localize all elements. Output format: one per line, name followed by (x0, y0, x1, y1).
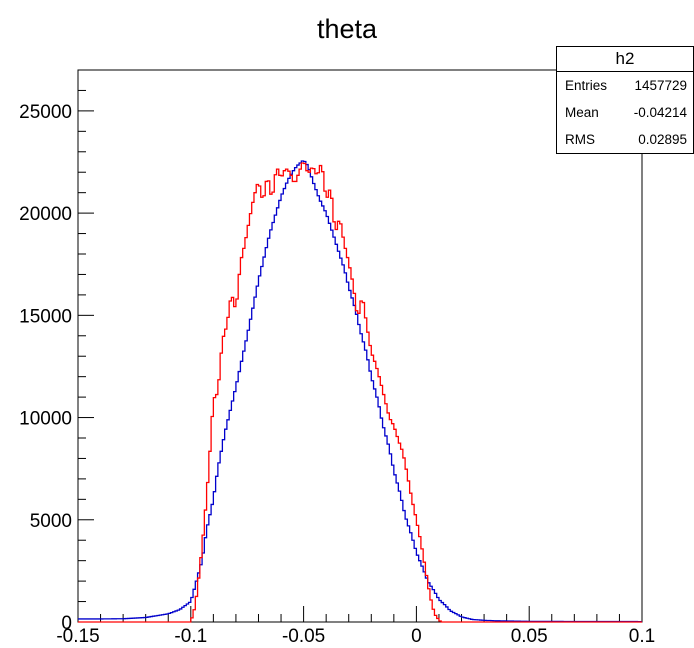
y-tick-label: 20000 (19, 204, 72, 225)
x-tick-label: 0 (411, 626, 422, 647)
histogram-series-2 (78, 162, 642, 623)
chart-title: theta (316, 14, 378, 44)
stats-row-rms: RMS 0.02895 (557, 126, 693, 153)
stats-value: 1457729 (634, 78, 687, 93)
stats-row-mean: Mean -0.04214 (557, 99, 693, 126)
x-axis: -0.15 -0.1 -0.05 0 0.05 0.1 (56, 606, 655, 647)
x-tick-label: -0.15 (56, 626, 99, 647)
stats-box-title: h2 (557, 47, 693, 72)
stats-row-entries: Entries 1457729 (557, 72, 693, 99)
stats-value: 0.02895 (638, 132, 687, 147)
histogram-series-1 (78, 160, 642, 623)
x-tick-label: -0.05 (282, 626, 325, 647)
y-tick-label: 15000 (19, 306, 72, 327)
y-axis: 0 5000 10000 15000 20000 25000 (19, 69, 94, 634)
x-tick-label: 0.1 (629, 626, 655, 647)
stats-label: Entries (565, 78, 608, 93)
histogram-series (78, 160, 642, 623)
y-tick-label: 10000 (19, 409, 72, 430)
y-tick-label: 0 (61, 613, 72, 634)
x-tick-label: 0.05 (511, 626, 548, 647)
y-tick-label: 5000 (30, 511, 72, 532)
x-tick-label: -0.1 (174, 626, 207, 647)
stats-label: RMS (565, 132, 595, 147)
stats-value: -0.04214 (633, 105, 687, 120)
y-tick-label: 25000 (19, 102, 72, 123)
plot-frame (77, 69, 643, 623)
stats-label: Mean (565, 105, 599, 120)
stats-box: h2 Entries 1457729 Mean -0.04214 RMS 0.0… (556, 46, 694, 154)
